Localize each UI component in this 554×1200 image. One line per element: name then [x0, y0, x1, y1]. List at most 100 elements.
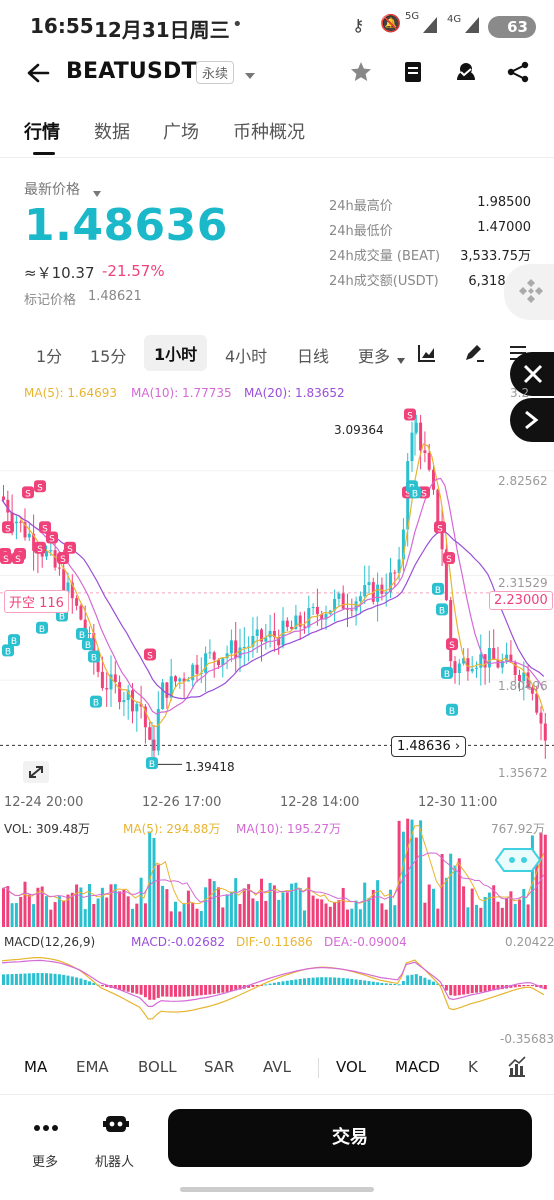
- interval-1d[interactable]: 日线: [297, 347, 330, 366]
- volume-bar: [333, 902, 337, 927]
- sell-marker: S: [34, 541, 46, 555]
- buy-marker: B: [82, 638, 94, 651]
- candle-body: [191, 664, 195, 681]
- trade-button[interactable]: 交易: [168, 1109, 532, 1167]
- indicator-avl[interactable]: AVL: [263, 1058, 291, 1076]
- macd-histogram-bar: [53, 973, 57, 985]
- chat-bubble-icon[interactable]: [490, 845, 546, 879]
- volume-chart[interactable]: [0, 815, 554, 930]
- volume-bar: [449, 853, 453, 927]
- price-type-dropdown-icon[interactable]: [92, 183, 102, 202]
- macd-histogram-bar: [333, 977, 337, 985]
- share-icon[interactable]: [506, 60, 530, 88]
- candle-body: [27, 533, 31, 538]
- macd-histogram-bar: [487, 985, 491, 991]
- stat-label-high: 24h最高价: [329, 199, 393, 214]
- order-price-tag[interactable]: 2.23000: [489, 591, 553, 610]
- expand-chart-icon[interactable]: [22, 760, 50, 788]
- indicator-sar[interactable]: SAR: [204, 1058, 235, 1076]
- indicator-macd[interactable]: MACD: [395, 1058, 440, 1076]
- volume-bar: [427, 884, 431, 927]
- indicator-ma[interactable]: MA: [24, 1058, 48, 1076]
- svg-text:B: B: [93, 699, 99, 709]
- macd-histogram-bar: [165, 985, 169, 997]
- volume-bar: [212, 881, 216, 927]
- macd-chart[interactable]: [0, 930, 554, 1045]
- price-axis-label: 3.2: [510, 386, 530, 400]
- floating-collapse-button[interactable]: [510, 398, 554, 442]
- sell-marker: S: [22, 486, 34, 499]
- volume-bar: [475, 904, 478, 927]
- macd-histogram-bar: [100, 985, 104, 987]
- volume-bar: [113, 884, 117, 927]
- interval-15m[interactable]: 15分: [90, 347, 127, 366]
- tab-square[interactable]: 广场: [163, 122, 199, 143]
- chart-type-icon[interactable]: [417, 343, 437, 367]
- volume-bar: [118, 891, 122, 927]
- svg-text:B: B: [11, 637, 17, 647]
- sell-marker: S: [446, 638, 458, 651]
- low-price-annotation: 1.39418: [185, 760, 235, 774]
- volume-bar: [397, 820, 401, 927]
- current-price-tag[interactable]: 1.48636 ›: [391, 736, 467, 757]
- star-icon[interactable]: [349, 60, 373, 88]
- volume-bar: [346, 909, 349, 927]
- candle-body: [367, 582, 371, 586]
- indicator-settings-icon[interactable]: [507, 1056, 527, 1082]
- interval-4h[interactable]: 4小时: [225, 347, 268, 366]
- candle-body: [393, 572, 397, 574]
- volume-bar: [462, 886, 466, 927]
- volume-bar: [169, 911, 173, 927]
- macd-histogram-bar: [40, 973, 44, 985]
- macd-histogram-bar: [148, 985, 152, 1000]
- interval-1m[interactable]: 1分: [36, 347, 63, 366]
- symbol-dropdown-icon[interactable]: [244, 66, 256, 85]
- macd-histogram-bar: [182, 985, 186, 997]
- indicator-vol[interactable]: VOL: [336, 1058, 367, 1076]
- more-icon[interactable]: [34, 1117, 58, 1136]
- macd-histogram-bar: [462, 985, 466, 995]
- volume-bar: [234, 878, 238, 927]
- last-price-label[interactable]: 最新价格: [24, 182, 80, 198]
- kline-svg[interactable]: SSSSSSSSSSSSSSSSSSSBBBBBBBBBBBBBBB: [0, 380, 554, 840]
- notebook-icon[interactable]: [401, 60, 425, 88]
- tab-data[interactable]: 数据: [94, 122, 130, 143]
- more-label[interactable]: 更多: [32, 1155, 59, 1170]
- tab-market[interactable]: 行情: [24, 122, 60, 143]
- more-dropdown-icon[interactable]: [396, 350, 406, 369]
- short-position-tag[interactable]: 开空 116: [4, 590, 69, 613]
- macd-histogram-bar: [217, 985, 220, 994]
- stat-label-volume: 24h成交量 (BEAT): [329, 249, 441, 264]
- vol-ma5-legend: MA(5): 294.88万: [123, 822, 221, 836]
- macd-histogram-bar: [212, 985, 216, 994]
- volume-bar: [186, 890, 190, 927]
- indicator-k[interactable]: K: [468, 1058, 478, 1076]
- macd-histogram-bar: [530, 985, 534, 987]
- macd-histogram-bar: [83, 979, 87, 985]
- volume-bar: [410, 819, 414, 927]
- candle-body: [122, 700, 126, 703]
- kline-chart-area[interactable]: SSSSSSSSSSSSSSSSSSSBBBBBBBBBBBBBBB: [0, 380, 554, 840]
- interval-more[interactable]: 更多: [358, 347, 391, 366]
- home-indicator: [180, 1187, 374, 1192]
- interval-1h[interactable]: 1小时: [144, 335, 208, 371]
- volume-bar: [32, 904, 36, 927]
- symbol-title[interactable]: BEATUSDT: [66, 59, 197, 84]
- contract-type-tag: 永续: [196, 61, 235, 84]
- robot-label[interactable]: 机器人: [95, 1155, 135, 1170]
- volume-bar: [88, 884, 91, 927]
- robot-icon[interactable]: [103, 1113, 129, 1139]
- svg-text:B: B: [449, 707, 455, 717]
- floating-close-button[interactable]: [510, 352, 554, 396]
- draw-tool-icon[interactable]: [463, 343, 485, 367]
- indicator-ema[interactable]: EMA: [76, 1058, 109, 1076]
- dif-value: DIF:-0.11686: [236, 935, 313, 949]
- indicator-boll[interactable]: BOLL: [138, 1058, 177, 1076]
- macd-histogram-bar: [320, 977, 324, 985]
- dea-line: [1, 959, 545, 1007]
- candle-body: [397, 559, 401, 574]
- floating-widget[interactable]: [504, 264, 554, 320]
- tab-coin-overview[interactable]: 币种概况: [233, 122, 305, 143]
- copy-trade-icon[interactable]: [453, 60, 479, 88]
- back-arrow-icon[interactable]: [26, 62, 50, 88]
